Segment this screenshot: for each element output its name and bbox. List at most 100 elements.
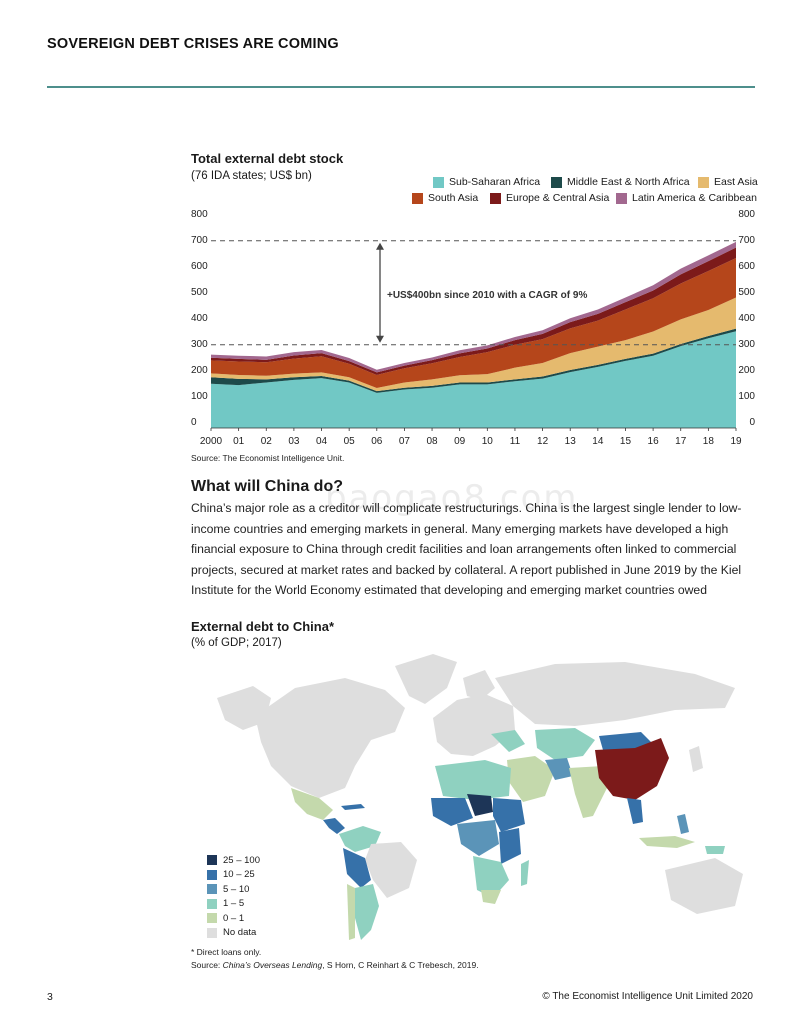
y-tick-label-right: 600	[738, 261, 755, 272]
arrow-head-down	[376, 335, 384, 343]
x-tick-label: 16	[648, 436, 660, 447]
map-source-suffix: , S Horn, C Reinhart & C Trebesch, 2019.	[322, 960, 479, 970]
x-tick-label: 04	[316, 436, 328, 447]
map-region-central-africa	[457, 820, 499, 856]
legend-label: Middle East & North Africa	[567, 176, 690, 188]
x-tick-label: 13	[565, 436, 577, 447]
legend-item-sub-saharan-africa: Sub-Saharan Africa	[433, 176, 540, 188]
legend-swatch	[207, 855, 217, 866]
y-tick-label-right: 0	[749, 417, 755, 428]
area-series-2	[211, 297, 736, 392]
legend-swatch	[207, 869, 217, 880]
y-tick-label-left: 500	[191, 287, 208, 298]
map-region-greenland	[395, 654, 457, 704]
x-tick-label: 12	[537, 436, 549, 447]
legend-item-latin-america-caribbean: Latin America & Caribbean	[616, 192, 757, 204]
map-legend-item: No data	[207, 926, 260, 941]
header-divider	[47, 86, 755, 88]
map-region-west-africa	[431, 798, 473, 826]
map-region-india	[569, 766, 607, 818]
legend-swatch	[551, 176, 562, 188]
chart-title: Total external debt stock	[191, 151, 344, 166]
y-tick-label-left: 0	[191, 417, 197, 428]
y-tick-label-left: 800	[191, 209, 208, 220]
x-tick-label: 14	[592, 436, 604, 447]
y-tick-label-left: 400	[191, 313, 208, 324]
x-tick-label: 01	[233, 436, 245, 447]
y-tick-label-right: 100	[738, 391, 755, 402]
map-region-central-america	[323, 818, 345, 834]
chart-annotation: +US$400bn since 2010 with a CAGR of 9%	[211, 240, 736, 346]
legend-label: No data	[223, 927, 257, 939]
page-header-title: SOVEREIGN DEBT CRISES ARE COMING	[47, 36, 339, 52]
legend-swatch	[433, 176, 444, 188]
annotation-label: +US$400bn since 2010 with a CAGR of 9%	[387, 290, 587, 301]
footnote-text: * Direct loans only.	[191, 947, 262, 957]
map-region-brazil	[365, 842, 417, 898]
y-tick-label-right: 500	[738, 287, 755, 298]
y-tick-label-left: 600	[191, 261, 208, 272]
x-tick-label: 07	[399, 436, 411, 447]
legend-swatch	[698, 176, 709, 188]
y-tick-label-right: 300	[738, 339, 755, 350]
legend-label: 0 – 1	[223, 912, 245, 924]
map-region-madagascar	[521, 860, 529, 886]
x-tick-label: 05	[344, 436, 356, 447]
map-legend-item: 1 – 5	[207, 897, 260, 912]
map-legend-item: 10 – 25	[207, 868, 260, 883]
body-paragraph: China’s major role as a creditor will co…	[191, 501, 742, 597]
x-tick-label: 10	[482, 436, 494, 447]
y-tick-label-left: 200	[191, 365, 208, 376]
x-tick-label: 17	[675, 436, 687, 447]
chart-areas	[211, 241, 736, 428]
legend-swatch	[490, 192, 501, 204]
y-tick-label-left: 700	[191, 235, 208, 246]
map-region-canada-usa	[255, 678, 405, 798]
x-tick-label: 09	[454, 436, 466, 447]
map-region-japan	[689, 746, 703, 772]
map-region-russia	[495, 662, 735, 726]
map-region-australia	[665, 858, 743, 914]
map-region-philippines	[677, 814, 689, 834]
map-region-east-africa	[499, 828, 521, 864]
chart-axis-ticks: 0 0 100 100 200 200 300 300 400 400 500 500 600 600 70…	[191, 209, 755, 447]
map-region-mexico	[291, 788, 333, 820]
y-tick-label-right: 800	[738, 209, 755, 220]
debt-stock-area-chart: 0 0 100 100 200 200 300 300 400 400 500 500 600 600 70…	[191, 209, 755, 447]
map-region-iran-pakistan	[545, 758, 573, 780]
area-series-3	[211, 257, 736, 388]
map-region-peru-bolivia	[343, 848, 371, 888]
map-legend-item: 5 – 10	[207, 882, 260, 897]
map-region-south-africa	[481, 890, 501, 904]
legend-swatch	[616, 192, 627, 204]
map-region-papua-new-guinea	[705, 846, 725, 854]
x-tick-label: 15	[620, 436, 632, 447]
map-source: Source: China’s Overseas Lending, S Horn…	[191, 959, 479, 972]
map-legend-item: 25 – 100	[207, 853, 260, 868]
map-region-cuba	[341, 804, 365, 810]
x-tick-label: 08	[426, 436, 438, 447]
world-map	[217, 654, 743, 940]
map-region-north-africa	[435, 760, 511, 800]
legend-swatch	[207, 884, 217, 895]
legend-swatch	[207, 898, 217, 909]
legend-label: 25 – 100	[223, 854, 260, 866]
watermark: baogao8.com	[325, 478, 579, 518]
legend-label: 1 – 5	[223, 898, 245, 910]
legend-item-east-asia: East Asia	[698, 176, 758, 188]
map-legend: 25 – 100 10 – 25 5 – 10 1 – 5 0 – 1 No d…	[207, 853, 260, 940]
map-region-southern-africa	[473, 856, 509, 898]
map-region-sudan-ethiopia	[493, 798, 525, 832]
map-region-central-asia	[535, 728, 595, 760]
legend-label: Sub-Saharan Africa	[449, 176, 541, 188]
y-tick-label-right: 700	[738, 235, 755, 246]
legend-item-south-asia: South Asia	[412, 192, 478, 204]
legend-item-middle-east-north-africa: Middle East & North Africa	[551, 176, 690, 188]
x-tick-label: 06	[371, 436, 383, 447]
map-region-china	[595, 738, 669, 800]
map-region-argentina	[355, 884, 379, 940]
x-tick-label: 19	[730, 436, 742, 447]
map-region-southeast-asia	[627, 798, 643, 824]
x-tick-label: 2000	[200, 436, 223, 447]
map-source-prefix: Source:	[191, 960, 223, 970]
